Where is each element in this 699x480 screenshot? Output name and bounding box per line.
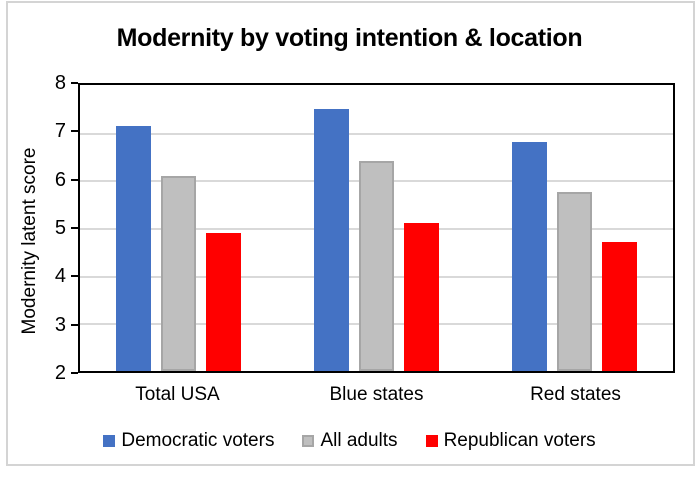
y-tick-label-3: 3 bbox=[54, 313, 66, 336]
y-axis-tick-labels: 2 3 4 5 6 7 8 bbox=[28, 73, 66, 383]
bar-democratic-voters-blue-states bbox=[314, 108, 349, 371]
gridline-y-7 bbox=[80, 132, 673, 135]
bar-group-total-usa bbox=[80, 85, 278, 371]
y-tick-mark-6 bbox=[71, 178, 78, 181]
bar-group-blue-states bbox=[278, 85, 476, 371]
legend-item-all-adults: All adults bbox=[302, 430, 398, 452]
y-tick-mark-3 bbox=[71, 323, 78, 326]
bar-republican-voters-blue-states bbox=[404, 223, 439, 371]
chart-title: Modernity by voting intention & location bbox=[116, 24, 583, 52]
legend-swatch-all-adults bbox=[302, 435, 315, 447]
legend-item-republican-voters: Republican voters bbox=[425, 430, 596, 452]
plot-area bbox=[78, 83, 675, 373]
bar-democratic-voters-total-usa bbox=[116, 125, 152, 371]
legend: Democratic voters All adults Republican vo… bbox=[0, 430, 699, 452]
legend-label-republican-voters: Republican voters bbox=[443, 430, 596, 451]
y-tick-label-6: 6 bbox=[54, 168, 66, 191]
bar-democratic-voters-red-states bbox=[511, 142, 547, 371]
y-tick-label-2: 2 bbox=[54, 362, 66, 384]
bar-all-adults-red-states bbox=[556, 192, 592, 371]
bar-all-adults-blue-states bbox=[359, 161, 394, 371]
x-category-label-total-usa: Total USA bbox=[135, 384, 220, 405]
x-category-label-red-states: Red states bbox=[530, 384, 621, 405]
y-tick-label-7: 7 bbox=[54, 120, 66, 143]
y-tick-mark-4 bbox=[71, 275, 78, 278]
legend-label-democratic-voters: Democratic voters bbox=[121, 430, 275, 451]
y-tick-label-4: 4 bbox=[54, 265, 66, 288]
x-category-label-blue-states: Blue states bbox=[329, 384, 424, 405]
legend-swatch-republican-voters bbox=[425, 435, 438, 447]
y-tick-mark-7 bbox=[71, 130, 78, 133]
y-axis-tick-marks bbox=[71, 82, 78, 374]
y-tick-mark-2 bbox=[71, 372, 78, 374]
y-tick-mark-5 bbox=[71, 227, 78, 229]
bar-groups bbox=[80, 85, 673, 371]
legend-swatch-democratic-voters bbox=[103, 435, 116, 447]
y-tick-mark-8 bbox=[71, 82, 78, 84]
bar-republican-voters-total-usa bbox=[206, 232, 242, 371]
x-axis-category-labels: Total USA Blue states Red states bbox=[78, 384, 675, 406]
legend-label-all-adults: All adults bbox=[320, 430, 398, 451]
bar-group-red-states bbox=[475, 85, 673, 371]
bar-all-adults-total-usa bbox=[161, 175, 197, 371]
legend-item-democratic-voters: Democratic voters bbox=[103, 430, 274, 452]
y-tick-label-5: 5 bbox=[54, 217, 66, 239]
bar-republican-voters-red-states bbox=[601, 242, 637, 371]
y-tick-label-8: 8 bbox=[54, 72, 66, 94]
